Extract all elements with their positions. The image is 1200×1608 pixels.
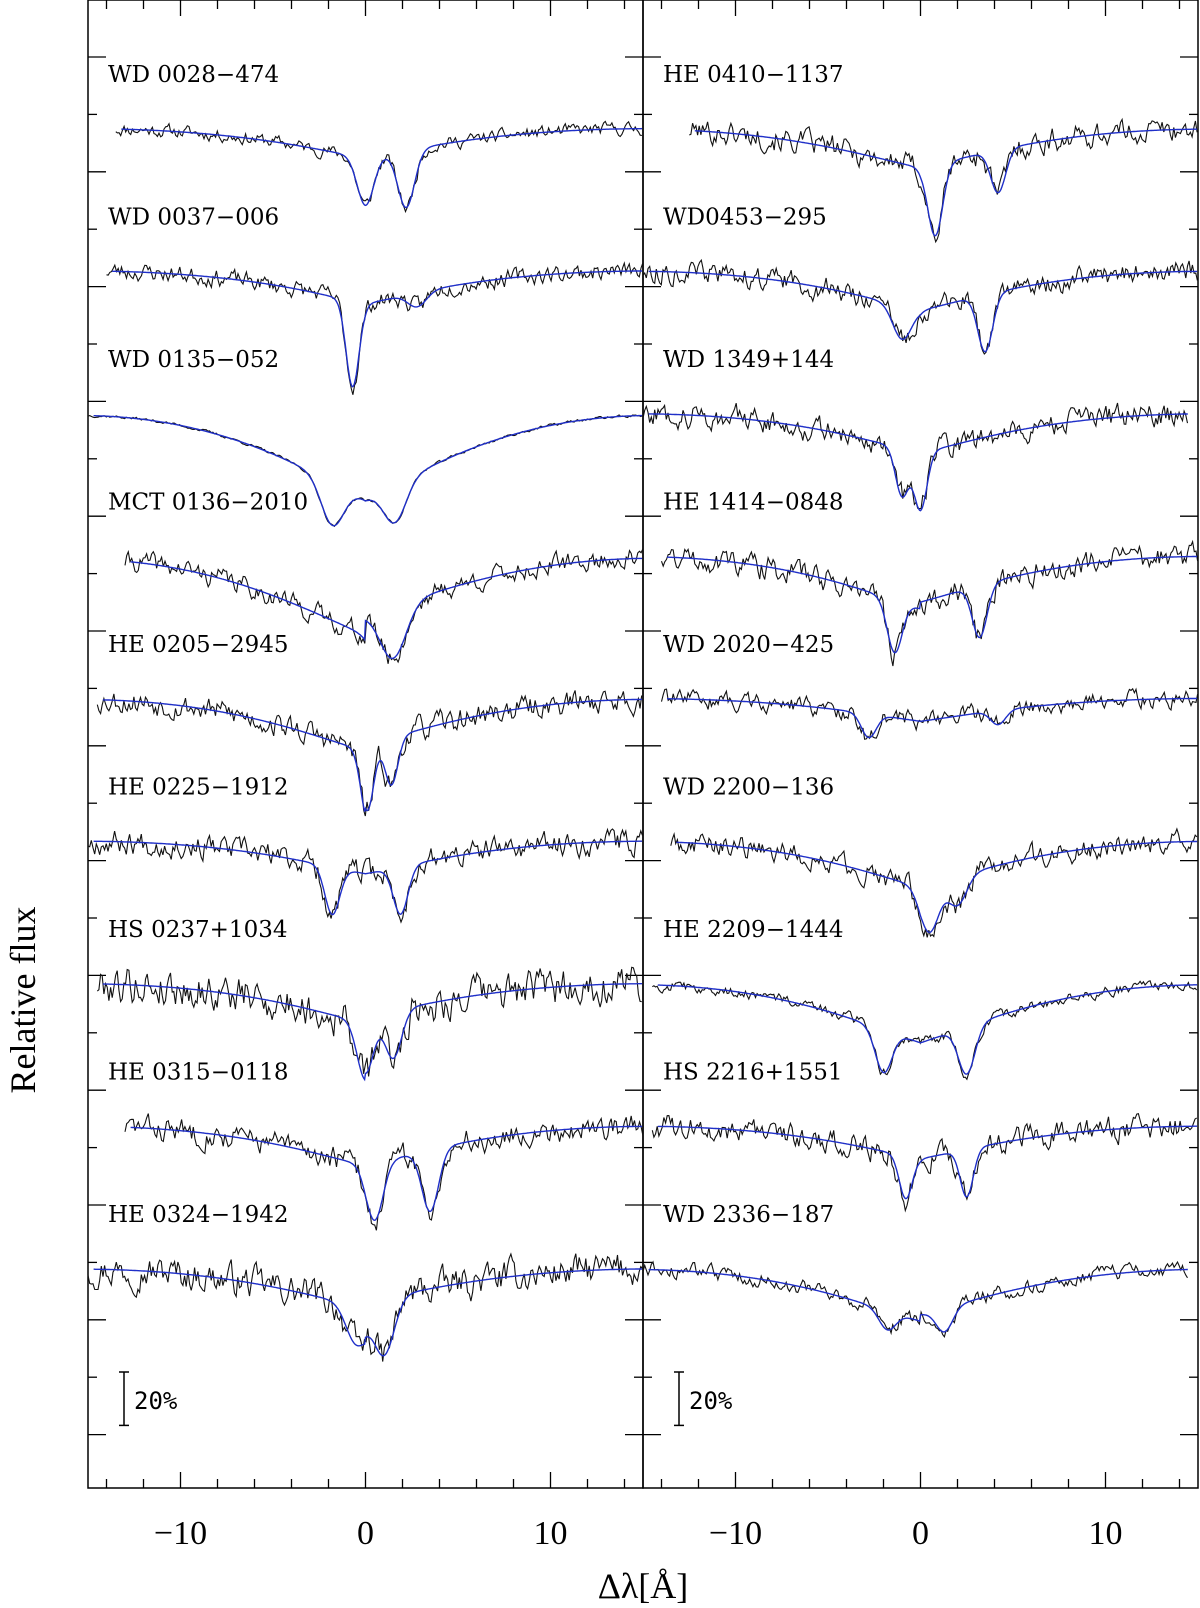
model-fit-line [676,840,1198,934]
model-fit-line [102,983,643,1082]
observed-spectrum-line [642,402,1189,510]
spectrum-label: HE 1414−0848 [663,490,844,516]
model-fit-line [657,984,1198,1075]
spectrum-label: HE 0315−0118 [108,1060,289,1086]
model-fit-line [121,127,643,209]
observed-spectrum-line [670,827,1198,938]
spectrum-label: WD 2020−425 [663,632,834,658]
star-labels: WD 0028−474 WD 0037−006 WD 0135−052 MCT 013… [108,62,844,1228]
x-tick-label: 10 [534,1515,568,1552]
model-fit-line [130,557,643,660]
observed-spectrum-line [660,539,1199,667]
scale-bar-label: 20% [689,1387,733,1415]
spectrum-label: WD 2336−187 [663,1202,834,1228]
spectrum-label: HS 0237+1034 [108,917,287,943]
model-fit-line [112,270,643,388]
x-tick-label: 0 [357,1515,374,1552]
observed-spectrum-line [642,1260,1188,1339]
spectrum-label: WD 1349+144 [663,347,834,373]
model-fit-line [648,270,1198,353]
model-fit-line [93,414,643,527]
observed-spectrum-line [96,966,642,1077]
spectra-group [87,117,1199,1362]
spectrum-label: WD 0135−052 [108,347,279,373]
observed-spectrum-line [660,687,1199,740]
y-axis-title: Relative flux [3,907,43,1094]
model-fit-line [667,697,1198,739]
spectrum-label: HE 0205−2945 [108,632,289,658]
model-fit-line [648,413,1188,512]
observed-spectrum-line [106,261,644,395]
observed-spectrum-line [87,827,643,924]
observed-spectrum-line [87,1252,643,1362]
observed-spectrum-line [689,117,1198,244]
model-fit-line [130,1125,643,1222]
spectrum-label: WD 0028−474 [108,62,279,88]
x-tick-label: −10 [709,1515,762,1552]
spectrum-label: WD 2200−136 [663,775,834,801]
model-fit-line [657,1125,1198,1200]
observed-spectrum-line [124,548,644,664]
spectrum-label: WD 0037−006 [108,205,279,231]
x-tick-label: 10 [1089,1515,1123,1552]
observed-spectrum-line [115,120,642,214]
spectrum-label: HE 0324−1942 [108,1202,289,1228]
spectrum-label: HE 0410−1137 [663,62,844,88]
observed-spectrum-line [652,980,1198,1081]
axis-ticks: −10 0 10 20% −10 0 10 20% [88,0,1198,1552]
x-tick-label: 0 [912,1515,929,1552]
spectrum-label: HE 2209−1444 [663,917,844,943]
model-fit-line [648,1268,1188,1333]
model-fit-line [667,555,1198,654]
spectrum-label: WD0453−295 [663,205,827,231]
spectrum-label: HS 2216+1551 [663,1060,842,1086]
model-fit-line [102,698,643,812]
model-fit-line [694,128,1198,237]
observed-spectrum-line [651,1113,1197,1213]
spectrum-label: MCT 0136−2010 [108,490,308,516]
x-axis-title: Δλ[Å] [598,1566,689,1606]
observed-spectrum-line [642,258,1198,355]
model-fit-line [93,1268,643,1357]
spectrum-label: HE 0225−1912 [108,775,289,801]
scale-bar-label: 20% [134,1387,178,1415]
model-fit-line [93,840,643,916]
x-tick-label: −10 [154,1515,207,1552]
